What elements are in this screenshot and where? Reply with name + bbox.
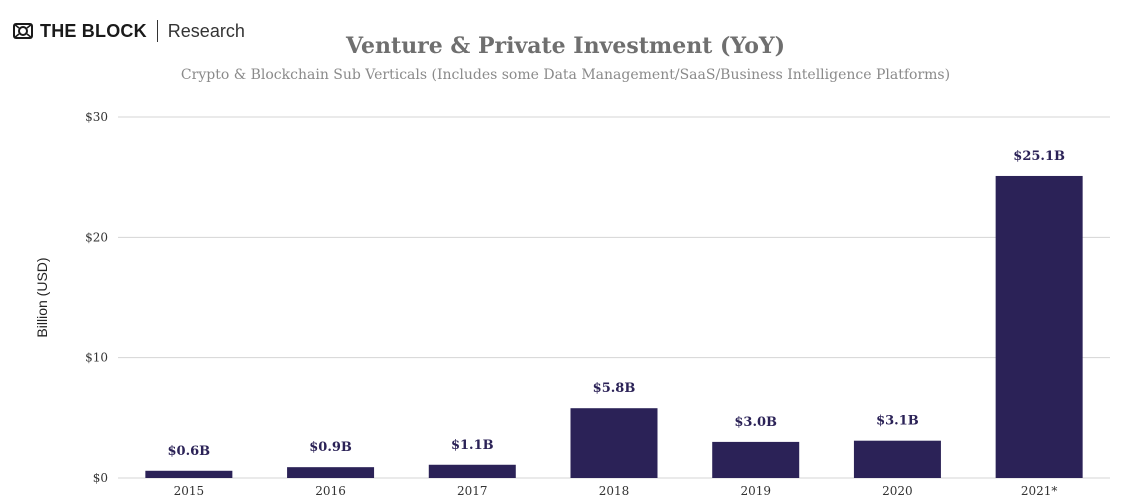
data-label: $1.1B (451, 438, 494, 453)
y-axis-label: Billion (USD) (34, 257, 50, 337)
x-tick-label: 2016 (315, 484, 346, 498)
brand: THE BLOCK Research (12, 20, 245, 42)
brand-divider (156, 20, 158, 42)
x-tick-label: 2020 (882, 484, 913, 498)
y-tick-label: $20 (85, 230, 108, 244)
data-label: $3.1B (876, 414, 919, 429)
x-tick-label: 2015 (174, 484, 205, 498)
bar (570, 408, 658, 478)
x-tick-label: 2017 (457, 484, 488, 498)
brand-name: THE BLOCK (40, 20, 147, 41)
bar (287, 467, 375, 478)
data-label: $0.9B (309, 440, 352, 455)
x-tick-label: 2018 (599, 484, 630, 498)
x-tick-label: 2021* (1021, 484, 1058, 498)
bar (853, 440, 941, 478)
data-label: $0.6B (168, 444, 211, 459)
y-tick-label: $10 (85, 351, 108, 365)
bar (995, 175, 1083, 479)
data-label: $3.0B (734, 415, 777, 430)
chart-title: Venture & Private Investment (YoY) (345, 33, 785, 59)
data-label: $25.1B (1013, 149, 1065, 164)
y-tick-label: $0 (93, 471, 108, 485)
the-block-logo-icon (13, 23, 33, 39)
x-tick-label: 2019 (740, 484, 771, 498)
bar (712, 441, 800, 478)
chart-subtitle: Crypto & Blockchain Sub Verticals (Inclu… (180, 67, 951, 83)
data-label: $5.8B (593, 381, 636, 396)
brand-subtitle: Research (167, 20, 245, 41)
bar (428, 464, 516, 478)
bar (145, 470, 233, 478)
y-tick-label: $30 (85, 110, 108, 124)
